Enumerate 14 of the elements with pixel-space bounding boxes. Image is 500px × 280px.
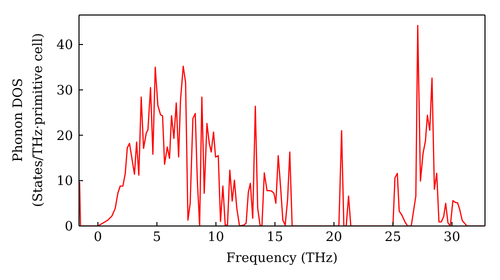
x-tick-label: 30	[444, 230, 460, 246]
y-tick-label: 10	[56, 174, 73, 190]
y-tick-label: 20	[56, 128, 73, 144]
y-tick-label: 30	[56, 83, 73, 98]
y-axis-title: Phonon DOS (States/THz·primitive cell)	[11, 32, 46, 208]
x-axis-title: Frequency (THz)	[226, 251, 338, 266]
x-tick-label: 25	[384, 230, 402, 246]
x-tick-label: 20	[326, 230, 342, 246]
y-tick-label: 0	[64, 220, 73, 235]
x-tick-label: 15	[266, 230, 284, 246]
x-tick-label: 0	[94, 230, 102, 246]
x-tick-label: 10	[208, 230, 224, 246]
x-tick-label: 5	[152, 230, 162, 246]
y-tick-label: 40	[56, 38, 73, 54]
